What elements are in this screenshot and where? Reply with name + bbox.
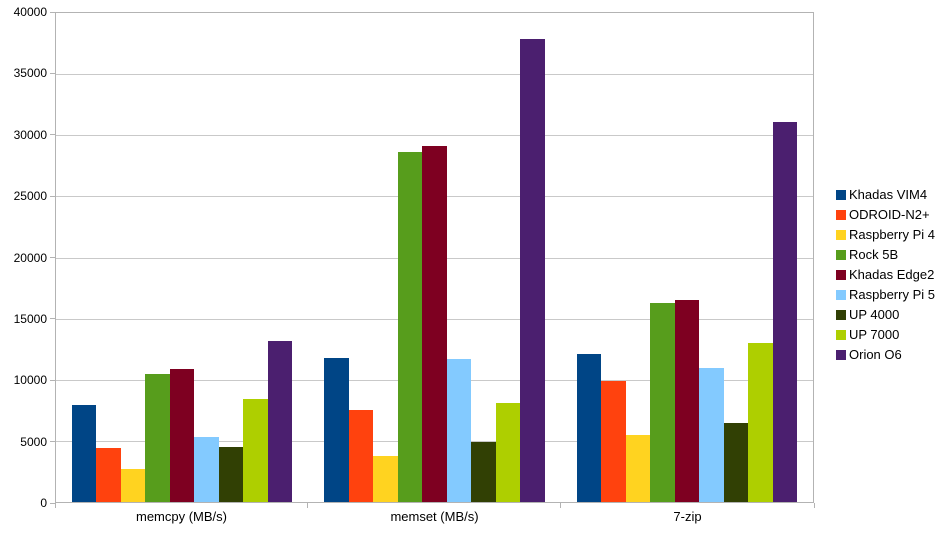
x-axis-tick <box>813 503 815 508</box>
y-axis-tick <box>50 72 55 74</box>
bar <box>243 399 268 502</box>
bar-group <box>561 13 813 502</box>
legend-label: Raspberry Pi 5 <box>849 287 935 302</box>
legend-swatch-icon <box>836 250 846 260</box>
legend-swatch-icon <box>836 350 846 360</box>
bar-group <box>308 13 560 502</box>
legend-item: Khadas Edge2 <box>836 265 940 285</box>
legend-label: UP 4000 <box>849 307 900 322</box>
bar <box>601 380 626 502</box>
y-axis-ticks <box>50 11 55 504</box>
y-axis-tick <box>50 318 55 320</box>
legend-item: Rock 5B <box>836 245 940 265</box>
y-axis-tick <box>50 379 55 381</box>
legend-label: ODROID-N2+ <box>849 207 930 222</box>
legend-label: UP 7000 <box>849 327 900 342</box>
bar <box>145 373 170 502</box>
bar <box>650 302 675 502</box>
y-axis-tick-label: 20000 <box>13 250 47 265</box>
bar <box>194 437 219 502</box>
y-axis-tick-label: 25000 <box>13 189 47 204</box>
bar-group <box>56 13 308 502</box>
bar <box>373 455 398 502</box>
y-axis-tick <box>50 11 55 13</box>
y-axis-tick <box>50 134 55 136</box>
x-axis-ticks <box>54 503 815 509</box>
legend-swatch-icon <box>836 330 846 340</box>
y-axis-tick-label: 10000 <box>13 373 47 388</box>
plot-area <box>55 12 814 503</box>
bar <box>218 447 244 502</box>
legend-label: Raspberry Pi 4 <box>849 227 935 242</box>
legend-swatch-icon <box>836 290 846 300</box>
bar <box>772 121 798 502</box>
legend-item: UP 7000 <box>836 325 940 345</box>
x-axis-tick <box>560 503 562 508</box>
bar <box>71 405 97 502</box>
legend-item: Khadas VIM4 <box>836 185 940 205</box>
legend-item: Raspberry Pi 4 <box>836 225 940 245</box>
bar <box>120 469 146 502</box>
bar <box>348 410 374 502</box>
y-axis-labels: 0 5000 10000 15000 20000 25000 30000 35000 40000 <box>0 5 47 510</box>
y-axis-tick <box>50 195 55 197</box>
legend-swatch-icon <box>836 190 846 200</box>
y-axis-tick-label: 5000 <box>20 434 47 449</box>
bar <box>397 152 423 502</box>
legend-item: Orion O6 <box>836 345 940 365</box>
bar <box>324 357 349 502</box>
legend-label: Khadas VIM4 <box>849 187 928 202</box>
legend-label: Orion O6 <box>849 347 902 362</box>
bar <box>520 38 545 502</box>
x-axis-tick <box>307 503 309 508</box>
y-axis-tick-label: 40000 <box>13 5 47 19</box>
bar <box>576 354 602 502</box>
bar <box>625 434 651 502</box>
bar <box>495 402 521 502</box>
gridline <box>56 135 813 137</box>
bar <box>674 300 700 502</box>
legend: Khadas VIM4 ODROID-N2+ Raspberry Pi 4 Rock … <box>836 185 940 365</box>
legend-swatch-icon <box>836 310 846 320</box>
y-axis-tick-label: 30000 <box>13 127 47 142</box>
y-axis-tick-label: 15000 <box>13 311 47 326</box>
y-axis-tick <box>50 257 55 258</box>
y-axis-tick-label: 0 <box>40 496 47 510</box>
legend-label: Rock 5B <box>849 247 899 262</box>
gridline <box>56 74 813 76</box>
legend-item: Raspberry Pi 5 <box>836 285 940 305</box>
x-axis-category-label: 7-zip <box>673 509 702 524</box>
legend-swatch-icon <box>836 270 846 280</box>
bar <box>267 340 293 502</box>
y-axis-tick <box>50 502 55 504</box>
bar <box>446 358 472 502</box>
bar <box>96 448 121 502</box>
bar <box>699 367 724 502</box>
bar <box>169 368 195 502</box>
x-axis-category-label: memcpy (MB/s) <box>136 509 227 524</box>
y-axis-tick-label: 35000 <box>13 66 47 81</box>
legend-swatch-icon <box>836 230 846 240</box>
legend-item: UP 4000 <box>836 305 940 325</box>
legend-swatch-icon <box>836 210 846 220</box>
bar <box>422 146 447 502</box>
bar <box>748 343 773 502</box>
y-axis-tick <box>50 441 55 443</box>
x-axis-category-label: memset (MB/s) <box>390 509 479 524</box>
legend-item: ODROID-N2+ <box>836 205 940 225</box>
legend-label: Khadas Edge2 <box>849 267 935 282</box>
bar-groups <box>56 13 813 502</box>
x-axis-tick <box>54 503 56 508</box>
bar <box>471 442 496 502</box>
bar <box>723 422 749 502</box>
x-axis-labels: memcpy (MB/s) memset (MB/s) 7-zip <box>55 509 814 525</box>
